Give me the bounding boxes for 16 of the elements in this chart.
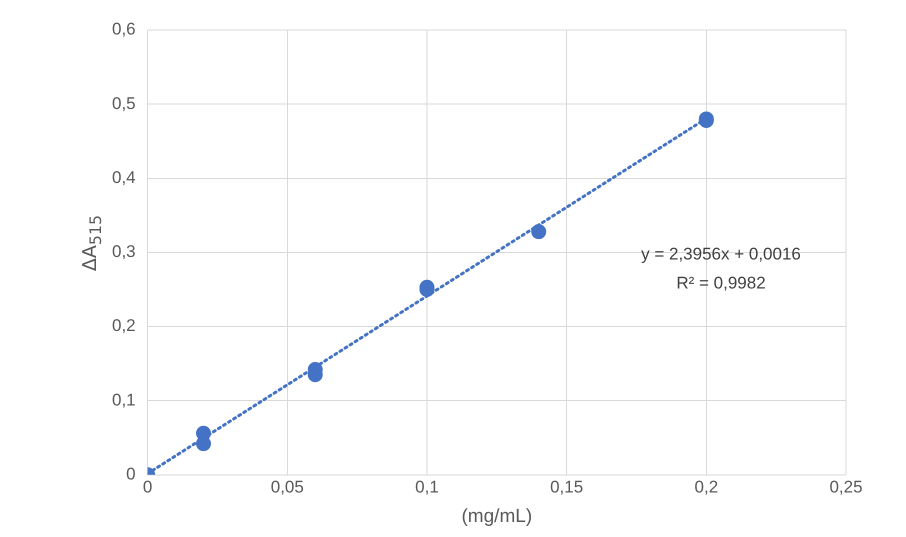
x-tick-label: 0 [142,478,152,497]
y-tick-label: 0,5 [112,94,136,113]
y-tick-label: 0 [126,464,136,484]
x-axis-title: (mg/mL) [461,506,532,527]
x-tick-label: 0,1 [415,478,439,497]
y-tick-label: 0,1 [112,390,136,410]
x-tick-label: 0,05 [270,478,304,497]
x-tick-label: 0,15 [550,478,584,497]
x-tick-label: 0,25 [829,478,863,497]
x-tick-label: 0,2 [694,478,718,497]
y-tick-label: 0,6 [112,20,136,39]
y-tick-label: 0,4 [112,168,136,187]
y-tick-label: 0,2 [112,316,136,336]
y-tick-label: 0,3 [112,242,136,262]
annotation: y = 2,3956x + 0,0016 [641,244,801,264]
annotation: R² = 0,9982 [676,274,766,293]
